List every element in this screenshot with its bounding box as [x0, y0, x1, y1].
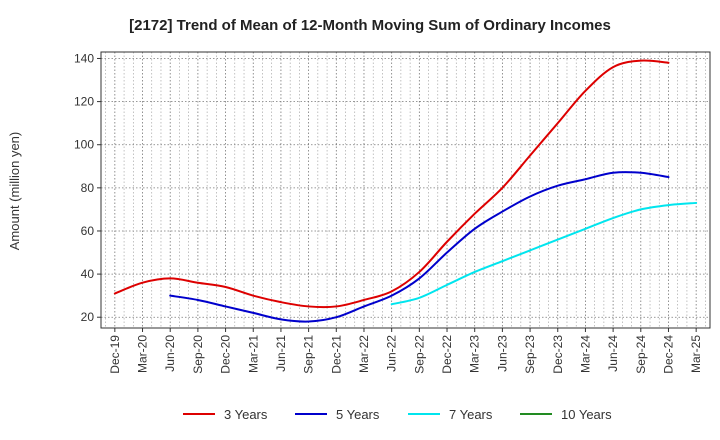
x-tick-label: Sep-22 — [412, 335, 426, 374]
y-tick-label: 120 — [74, 95, 94, 109]
y-tick-label: 100 — [74, 138, 94, 152]
x-tick-layer: Dec-19 Mar-20 Jun-20 Sep-20 Dec-20 Mar-21 Jun-… — [108, 328, 703, 374]
x-tick-label: Sep-23 — [523, 335, 537, 374]
y-tick-label: 60 — [81, 224, 95, 238]
x-tick-label: Jun-24 — [606, 335, 620, 372]
x-tick-label: Dec-24 — [661, 335, 675, 374]
legend: 3 Years 5 Years 7 Years 10 Years — [183, 407, 612, 422]
series-line-5-years — [169, 171, 670, 323]
x-tick-label: Mar-24 — [578, 335, 592, 373]
y-axis-label: Amount (million yen) — [7, 132, 22, 251]
legend-label: 7 Years — [449, 407, 493, 422]
x-tick-label: Mar-20 — [136, 335, 150, 373]
y-tick-label: 140 — [74, 51, 94, 65]
x-tick-label: Dec-22 — [440, 335, 454, 374]
x-tick-label: Jun-21 — [274, 335, 288, 372]
y-tick-label: 20 — [81, 310, 95, 324]
x-tick-label: Jun-23 — [495, 335, 509, 372]
x-tick-label: Dec-23 — [551, 335, 565, 374]
x-tick-label: Jun-22 — [385, 335, 399, 372]
x-tick-label: Dec-19 — [108, 335, 122, 374]
chart-title: [2172] Trend of Mean of 12-Month Moving … — [129, 17, 611, 34]
y-tick-label: 80 — [81, 181, 95, 195]
x-tick-label: Mar-23 — [468, 335, 482, 373]
x-tick-label: Sep-21 — [302, 335, 316, 374]
grid-layer — [101, 52, 710, 328]
x-tick-label: Sep-24 — [634, 335, 648, 374]
x-tick-label: Sep-20 — [191, 335, 205, 374]
plot-frame — [100, 51, 711, 329]
y-tick-layer: 20 40 60 80 100 120 140 — [74, 51, 101, 324]
legend-label: 10 Years — [561, 407, 612, 422]
x-tick-label: Dec-20 — [219, 335, 233, 374]
x-tick-label: Dec-21 — [329, 335, 343, 374]
x-tick-label: Mar-22 — [357, 335, 371, 373]
legend-label: 5 Years — [336, 407, 380, 422]
x-tick-label: Mar-25 — [689, 335, 703, 373]
series-line-3-years — [113, 59, 670, 309]
series-line-7-years — [390, 201, 698, 306]
x-tick-label: Mar-21 — [246, 335, 260, 373]
y-tick-label: 40 — [81, 267, 95, 281]
x-tick-label: Jun-20 — [163, 335, 177, 372]
legend-label: 3 Years — [224, 407, 268, 422]
series-layer — [113, 59, 698, 323]
